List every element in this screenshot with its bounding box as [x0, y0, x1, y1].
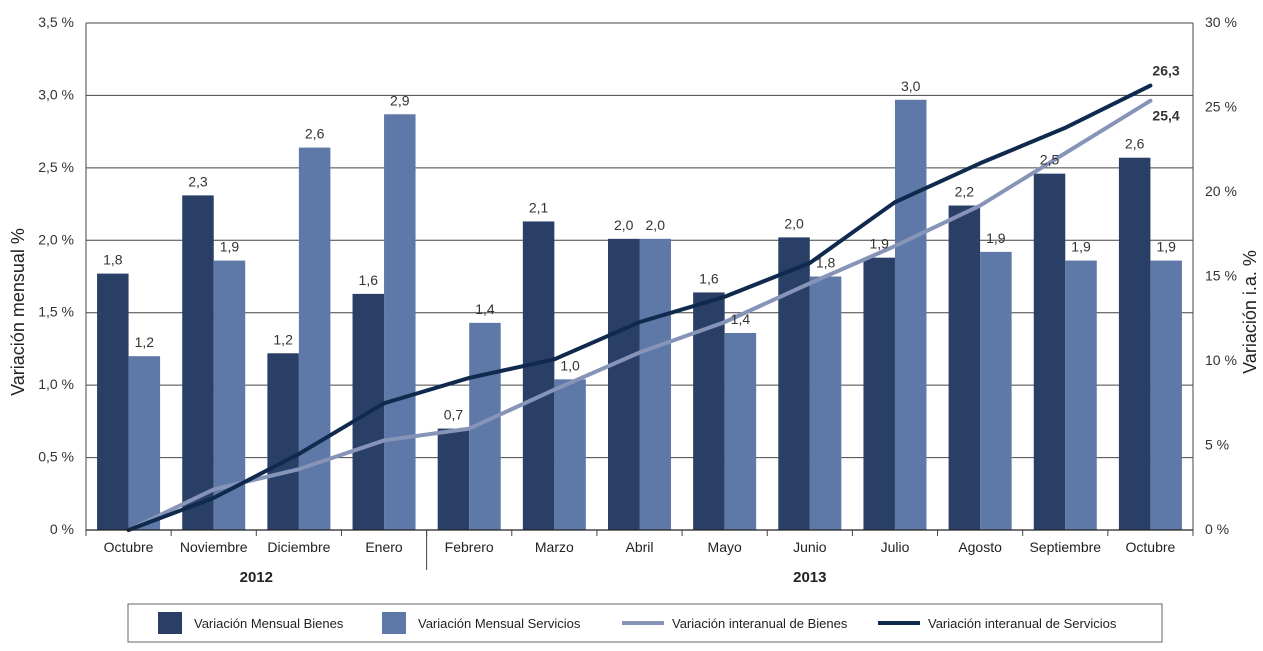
bar-data-label: 1,9 — [1071, 239, 1091, 255]
x-tick-label: Abril — [625, 539, 653, 555]
y-tick-label-right: 20 % — [1205, 183, 1237, 199]
y-tick-label-left: 2,5 % — [38, 159, 74, 175]
y-tick-label-right: 30 % — [1205, 14, 1237, 30]
bar — [778, 237, 810, 531]
y-tick-label-left: 3,5 % — [38, 14, 74, 30]
bar-data-label: 2,2 — [955, 184, 975, 200]
legend-label: Variación interanual de Servicios — [928, 616, 1117, 631]
bar — [724, 332, 757, 530]
bar-data-label: 1,4 — [731, 311, 751, 327]
bar — [809, 276, 842, 530]
y-tick-label-left: 1,0 % — [38, 376, 74, 392]
bar — [1118, 157, 1151, 530]
y-axis-title-left: Variación mensual % — [8, 228, 28, 396]
legend-label: Variación Mensual Bienes — [194, 616, 344, 631]
bar — [554, 379, 586, 530]
x-tick-label: Febrero — [445, 539, 494, 555]
x-tick-label: Diciembre — [267, 539, 330, 555]
bar-data-label: 2,9 — [390, 92, 410, 108]
bar — [384, 114, 416, 530]
x-tick-label: Agosto — [958, 539, 1002, 555]
line-end-label: 26,3 — [1152, 63, 1179, 79]
bar-data-label: 2,0 — [646, 217, 666, 233]
bar-data-label: 1,8 — [103, 252, 123, 268]
legend-swatch — [382, 612, 406, 634]
bar-data-label: 2,0 — [784, 215, 804, 231]
bar — [1033, 173, 1066, 530]
bar — [1150, 260, 1182, 530]
series-line — [126, 83, 1153, 532]
bar — [298, 147, 331, 530]
bar-data-label: 1,9 — [869, 236, 889, 252]
x-tick-label: Enero — [365, 539, 403, 555]
bar-data-label: 1,8 — [816, 255, 836, 271]
bar-data-label: 2,6 — [1125, 136, 1145, 152]
axes: 0 % 0,5 % 1,0 % 1,5 % 2,0 % 2,5 % 3,0 % 3,5 % 0 … — [38, 14, 1237, 586]
y-tick-label-right: 25 % — [1205, 99, 1237, 115]
legend-swatch — [158, 612, 182, 634]
y-axis-title-right: Variación i.a. % — [1240, 250, 1260, 374]
bar — [97, 273, 129, 530]
line-end-label: 25,4 — [1152, 108, 1179, 124]
bars — [97, 99, 1182, 531]
legend: Variación Mensual Bienes Variación Mensua… — [127, 603, 1163, 643]
x-tick-label: Noviembre — [180, 539, 248, 555]
x-tick-label: Septiembre — [1029, 539, 1101, 555]
y-tick-label-left: 0 % — [50, 521, 74, 537]
y-tick-label-right: 0 % — [1205, 521, 1229, 537]
y-tick-label-left: 2,0 % — [38, 231, 74, 247]
y-tick-label-right: 5 % — [1205, 437, 1229, 453]
bar — [607, 238, 640, 530]
bar-data-label: 1,0 — [560, 357, 580, 373]
bar — [437, 428, 470, 530]
bar — [128, 356, 161, 530]
bar — [1065, 260, 1097, 530]
y-tick-label-left: 1,5 % — [38, 304, 74, 320]
bar-data-label: 1,9 — [220, 239, 240, 255]
y-tick-label-left: 3,0 % — [38, 86, 74, 102]
series-lines — [126, 83, 1153, 532]
bar-data-label: 1,6 — [699, 270, 719, 286]
data-labels: 1,8 2,3 1,2 1,6 0,7 2,1 2,0 1,6 2,0 1,9 2,2 2,5 2,6 1… — [103, 63, 1180, 423]
x-tick-label: Octubre — [1126, 539, 1176, 555]
bar-data-label: 1,2 — [135, 334, 155, 350]
legend-label: Variación Mensual Servicios — [418, 616, 581, 631]
bar — [863, 257, 895, 530]
bar — [182, 195, 214, 530]
x-tick-label: Julio — [881, 539, 910, 555]
bar-data-label: 2,5 — [1040, 152, 1060, 168]
y-tick-label-right: 10 % — [1205, 352, 1237, 368]
x-tick-label: Octubre — [104, 539, 154, 555]
legend-label: Variación interanual de Bienes — [672, 616, 848, 631]
bar — [980, 251, 1012, 531]
bar-data-label: 1,9 — [986, 230, 1006, 246]
bar — [267, 353, 299, 530]
x-tick-label: Junio — [793, 539, 827, 555]
bar-data-label: 0,7 — [444, 407, 464, 423]
bar — [948, 205, 981, 530]
bar-data-label: 2,0 — [614, 217, 634, 233]
year-label: 2013 — [793, 569, 826, 586]
bar — [894, 99, 927, 530]
x-tick-label: Marzo — [535, 539, 574, 555]
bar — [639, 238, 672, 530]
y-tick-label-right: 15 % — [1205, 268, 1237, 284]
bar-data-label: 2,6 — [305, 126, 325, 142]
bar-data-label: 3,0 — [901, 78, 921, 94]
bar-data-label: 1,2 — [273, 331, 293, 347]
x-tick-label: Mayo — [708, 539, 742, 555]
bar-data-label: 1,4 — [475, 301, 495, 317]
y-tick-label-left: 0,5 % — [38, 449, 74, 465]
bar-data-label: 1,6 — [359, 272, 379, 288]
bar-data-label: 2,1 — [529, 199, 549, 215]
bar-data-label: 2,3 — [188, 173, 208, 189]
series-line — [126, 98, 1153, 532]
bar-data-label: 1,9 — [1156, 239, 1176, 255]
legend-box — [127, 603, 1163, 643]
bar — [522, 221, 555, 530]
year-label: 2012 — [240, 569, 273, 586]
